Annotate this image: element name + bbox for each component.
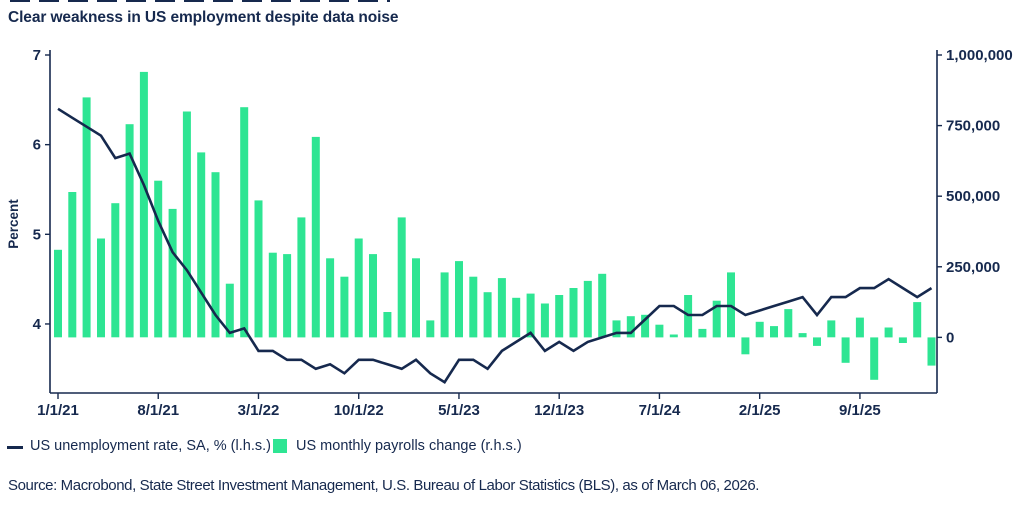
payrolls-bar xyxy=(884,327,893,338)
payrolls-bar xyxy=(68,192,77,338)
left-axis-title: Percent xyxy=(6,199,21,249)
payrolls-bar xyxy=(755,321,764,338)
payrolls-bar xyxy=(540,303,549,338)
payrolls-bar xyxy=(841,337,850,363)
page-title: Clear weakness in US employment despite … xyxy=(8,9,399,26)
payrolls-bar xyxy=(97,238,105,338)
payrolls-bar xyxy=(655,324,664,338)
payrolls-bar xyxy=(168,208,177,338)
payrolls-bar xyxy=(54,249,62,338)
payrolls-bar xyxy=(311,136,320,338)
axis-tick-label: 250,000 xyxy=(946,259,1000,276)
payrolls-bar xyxy=(669,334,678,338)
payrolls-bar xyxy=(583,280,592,338)
axis-tick-label: 9/1/25 xyxy=(839,402,881,419)
payrolls-bar xyxy=(898,337,907,343)
legend-line-label: US unemployment rate, SA, % (l.h.s.) xyxy=(30,438,271,454)
payrolls-bar xyxy=(397,217,406,338)
payrolls-bar xyxy=(741,337,750,355)
axis-tick-label: 1/1/21 xyxy=(37,402,79,419)
payrolls-bar xyxy=(770,326,778,338)
payrolls-bar xyxy=(626,316,635,338)
legend: US unemployment rate, SA, % (l.h.s.) US … xyxy=(0,436,1024,460)
axis-tick-label: 12/1/23 xyxy=(534,402,584,419)
payrolls-bar xyxy=(125,124,134,338)
axis-tick-label: 10/1/22 xyxy=(334,402,384,419)
source-note: Source: Macrobond, State Street Investme… xyxy=(8,477,760,494)
line-series-swatch-icon xyxy=(7,446,23,449)
payrolls-bar xyxy=(268,252,277,338)
payrolls-bar xyxy=(598,273,607,338)
payrolls-bar xyxy=(870,337,879,380)
payrolls-bar xyxy=(297,217,306,338)
payrolls-bar xyxy=(197,152,206,338)
payrolls-bar xyxy=(340,276,349,338)
payrolls-bar xyxy=(784,309,793,338)
payrolls-bar xyxy=(154,180,163,338)
axis-tick-label: 3/1/22 xyxy=(238,402,280,419)
payrolls-bar xyxy=(512,297,521,338)
payrolls-bar xyxy=(827,320,836,338)
payrolls-bar xyxy=(798,333,807,338)
payrolls-bar xyxy=(326,258,335,338)
axis-tick-label: 750,000 xyxy=(946,118,1000,135)
payrolls-bar xyxy=(698,328,707,338)
payrolls-bar xyxy=(555,295,564,338)
payrolls-bar xyxy=(440,272,449,338)
axis-tick-label: 7/1/24 xyxy=(639,402,681,419)
payrolls-bar xyxy=(369,254,377,338)
payrolls-bar xyxy=(455,261,463,338)
payrolls-bar xyxy=(927,337,936,366)
axis-tick-label: 4 xyxy=(33,316,42,333)
payrolls-bar xyxy=(182,111,191,338)
payrolls-bar xyxy=(254,200,263,338)
payrolls-bar xyxy=(612,320,621,338)
legend-bar-label: US monthly payrolls change (r.h.s.) xyxy=(296,438,522,454)
axis-tick-label: 7 xyxy=(33,47,41,64)
payrolls-bar xyxy=(139,71,148,338)
axis-tick-label: 0 xyxy=(946,329,954,346)
payrolls-bar xyxy=(641,314,650,338)
payrolls-bar xyxy=(225,283,234,338)
payrolls-bar xyxy=(497,278,506,338)
payrolls-bar xyxy=(383,312,392,338)
axis-tick-label: 1,000,000 xyxy=(946,47,1013,64)
payrolls-bar xyxy=(211,172,220,338)
payrolls-bar xyxy=(426,320,435,338)
payrolls-bar xyxy=(913,302,922,338)
bar-series-swatch-icon xyxy=(273,439,287,453)
axis-tick-label: 8/1/21 xyxy=(137,402,179,419)
clipped-top-text-fragment xyxy=(10,0,390,2)
axis-tick-label: 2/1/25 xyxy=(739,402,781,419)
axis-tick-label: 5/1/23 xyxy=(438,402,480,419)
payrolls-bar xyxy=(111,203,120,338)
payrolls-bar xyxy=(240,107,249,338)
payrolls-bar xyxy=(855,317,864,338)
axis-tick-label: 5 xyxy=(33,226,41,243)
payrolls-bar xyxy=(483,292,492,338)
axis-tick-label: 6 xyxy=(33,137,41,154)
payrolls-bar xyxy=(469,276,478,338)
unemployment-line xyxy=(57,107,933,384)
payrolls-bar xyxy=(82,97,91,338)
payrolls-bar xyxy=(354,238,363,338)
payrolls-bar xyxy=(569,288,578,338)
payrolls-bar xyxy=(813,337,821,346)
payrolls-bar xyxy=(412,258,420,338)
payrolls-bar xyxy=(712,300,721,338)
axis-tick-label: 500,000 xyxy=(946,188,1000,205)
payrolls-bar xyxy=(283,254,292,338)
payrolls-bar xyxy=(526,293,535,338)
